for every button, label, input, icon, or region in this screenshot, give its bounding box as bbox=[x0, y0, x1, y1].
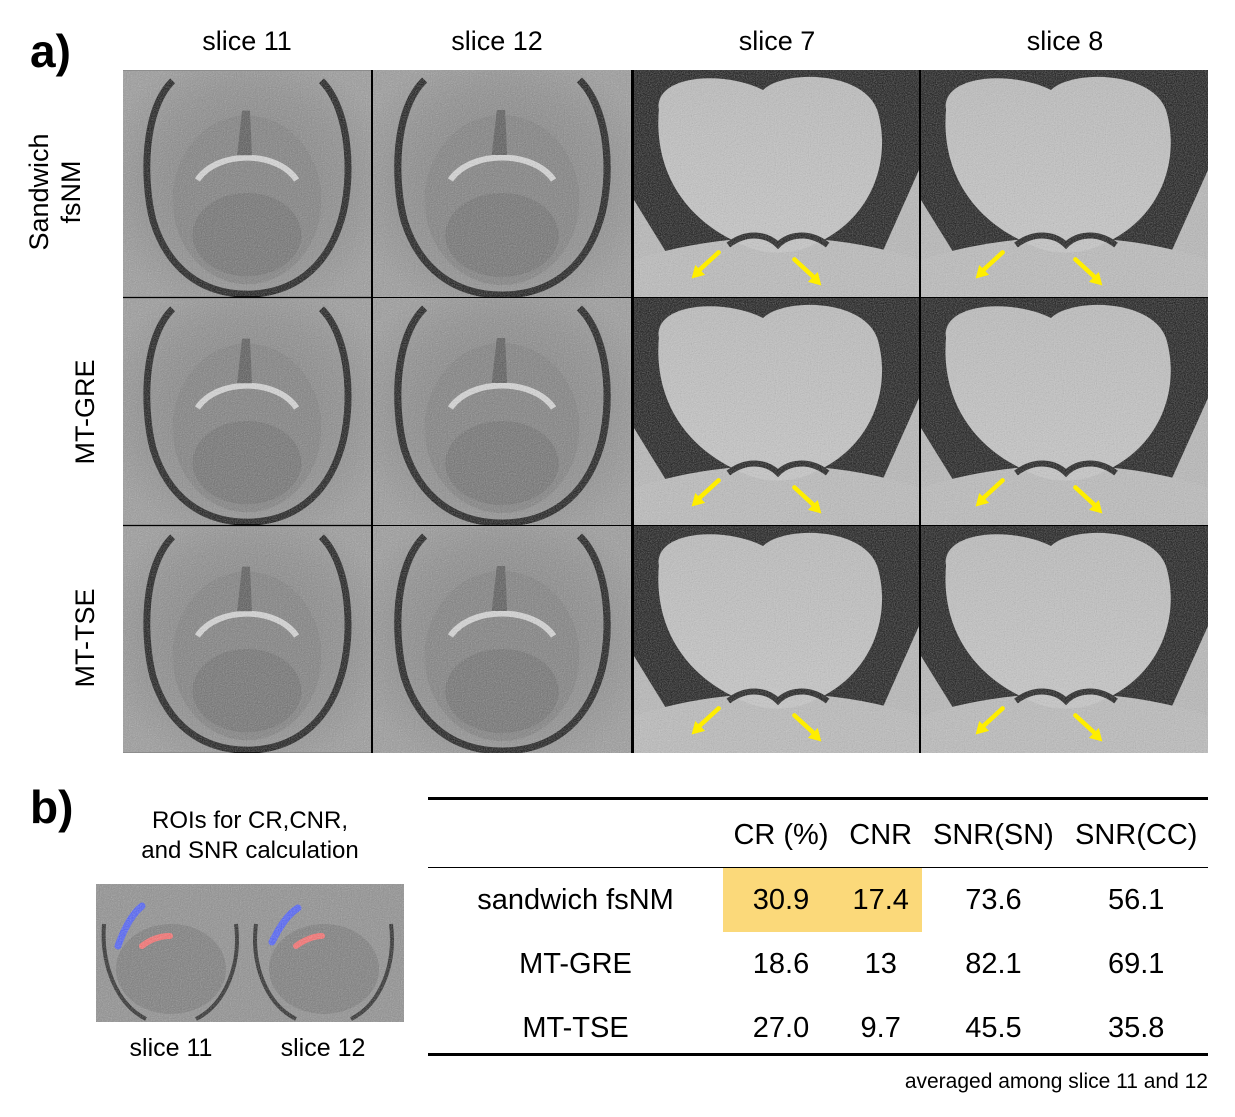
cell-value: 45.5 bbox=[965, 1011, 1022, 1044]
mri-sandwich-slice-11 bbox=[123, 70, 371, 297]
row-label-sandwich-fsnm: Sandwich fsNM bbox=[23, 102, 87, 282]
table-row: MT-TSE 27.0 9.7 45.5 35.8 bbox=[428, 996, 1208, 1060]
table-bottom-rule bbox=[428, 1053, 1208, 1056]
cell-value: 18.6 bbox=[752, 947, 810, 980]
cell-value: 27.0 bbox=[752, 1011, 810, 1044]
panel-a-label: a) bbox=[30, 25, 71, 77]
row-name: MT-TSE bbox=[522, 1011, 629, 1044]
row-name: sandwich fsNM bbox=[477, 883, 674, 916]
row-label-line: Sandwich bbox=[24, 133, 54, 251]
table-header-cr: CR (%) bbox=[733, 818, 829, 851]
yellow-arrow-icon bbox=[972, 475, 1008, 511]
mri-mtgre-slice-8 bbox=[921, 298, 1208, 525]
cell-value: 56.1 bbox=[1107, 883, 1165, 916]
mri-mttse-slice-12 bbox=[373, 526, 631, 753]
row-label-line: fsNM bbox=[56, 160, 86, 224]
cell-value: 17.4 bbox=[838, 867, 923, 932]
yellow-arrow-icon bbox=[688, 703, 724, 739]
roi-caption: ROIs for CR,CNR, and SNR calculation bbox=[100, 806, 400, 866]
cell-value: 69.1 bbox=[1107, 947, 1165, 980]
yellow-arrow-icon bbox=[789, 710, 825, 746]
mri-mttse-slice-7 bbox=[634, 526, 919, 753]
yellow-arrow-icon bbox=[789, 482, 825, 518]
column-label-slice-8: slice 8 bbox=[1026, 26, 1104, 56]
cell-value: 30.9 bbox=[723, 867, 839, 932]
roi-slice-label: slice 12 bbox=[280, 1034, 366, 1062]
column-label-slice-11: slice 11 bbox=[202, 26, 292, 56]
mri-sandwich-slice-7 bbox=[634, 70, 919, 297]
table-row: sandwich fsNM 30.9 17.4 73.6 56.1 bbox=[428, 867, 1208, 932]
yellow-arrow-icon bbox=[1070, 710, 1106, 746]
table-header-snr-cc: SNR(CC) bbox=[1074, 818, 1198, 851]
table-header-snr-sn: SNR(SN) bbox=[933, 818, 1054, 851]
mri-mtgre-slice-12 bbox=[373, 298, 631, 525]
row-label-mt-gre: MT-GRE bbox=[70, 359, 100, 465]
yellow-arrow-icon bbox=[688, 475, 724, 511]
column-label-slice-7: slice 7 bbox=[738, 26, 816, 56]
table-row: MT-GRE 18.6 13 82.1 69.1 bbox=[428, 932, 1208, 996]
table-top-rule bbox=[428, 797, 1208, 800]
cell-value: 73.6 bbox=[965, 883, 1022, 916]
mri-sandwich-slice-8 bbox=[921, 70, 1208, 297]
table-footnote: averaged among slice 11 and 12 bbox=[904, 1070, 1208, 1093]
yellow-arrow-icon bbox=[1070, 482, 1106, 518]
mri-mtgre-slice-7 bbox=[634, 298, 919, 525]
mri-mttse-slice-11 bbox=[123, 526, 371, 753]
table-header-row: CR (%) CNR SNR(SN) SNR(CC) bbox=[428, 803, 1208, 868]
cell-value: 13 bbox=[864, 947, 897, 980]
mri-mttse-slice-8 bbox=[921, 526, 1208, 753]
yellow-arrow-icon bbox=[972, 247, 1008, 283]
yellow-arrow-icon bbox=[972, 703, 1008, 739]
yellow-arrow-icon bbox=[789, 254, 825, 290]
yellow-arrow-icon bbox=[688, 247, 724, 283]
row-name: MT-GRE bbox=[519, 947, 632, 980]
cell-value: 9.7 bbox=[860, 1011, 901, 1044]
mri-sandwich-slice-12 bbox=[373, 70, 631, 297]
table-header-cnr: CNR bbox=[849, 818, 913, 851]
yellow-arrow-icon bbox=[1070, 254, 1106, 290]
cell-value: 35.8 bbox=[1107, 1011, 1165, 1044]
panel-b-label: b) bbox=[30, 781, 74, 833]
roi-slice-label: slice 11 bbox=[129, 1034, 213, 1062]
mri-mtgre-slice-11 bbox=[123, 298, 371, 525]
cell-value: 82.1 bbox=[965, 947, 1022, 980]
roi-caption-line: and SNR calculation bbox=[141, 837, 359, 864]
row-label-mt-tse: MT-TSE bbox=[70, 588, 100, 688]
column-label-slice-12: slice 12 bbox=[451, 26, 543, 56]
roi-caption-line: ROIs for CR,CNR, bbox=[151, 807, 348, 834]
table-header-empty bbox=[428, 803, 723, 868]
results-table: CR (%) CNR SNR(SN) SNR(CC) sandwich fsNM… bbox=[428, 803, 1208, 1060]
roi-image bbox=[96, 884, 404, 1022]
